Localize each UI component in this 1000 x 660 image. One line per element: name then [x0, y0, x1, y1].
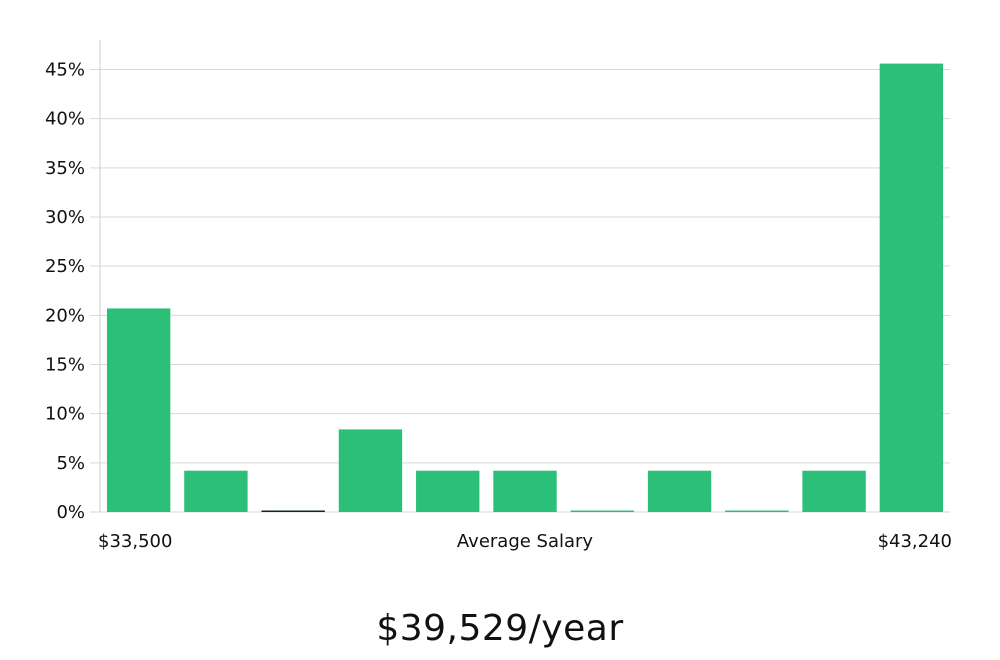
- bar: [647, 470, 712, 512]
- y-tick-label: 35%: [45, 158, 85, 179]
- bar: [106, 308, 171, 512]
- bar: [338, 429, 403, 512]
- bar: [184, 470, 248, 512]
- y-tick-label: 0%: [56, 502, 85, 523]
- salary-histogram-chart: 0% 5% 10% 15% 20% 25% 30% 35% 40% 45% $33,500 Ave…: [45, 40, 952, 552]
- bar: [493, 470, 557, 512]
- gridlines: [90, 69, 950, 513]
- bars: [106, 63, 944, 512]
- y-tick-label: 45%: [45, 60, 85, 81]
- y-tick-label: 40%: [45, 109, 85, 130]
- average-salary-headline: $39,529/year: [376, 608, 624, 649]
- x-end-label: $43,240: [878, 531, 952, 552]
- y-tick-label: 20%: [45, 305, 85, 326]
- x-start-label: $33,500: [98, 531, 172, 552]
- bar: [570, 510, 634, 512]
- y-tick-label: 10%: [45, 404, 85, 425]
- y-tick-label: 25%: [45, 256, 85, 277]
- y-tick-label: 30%: [45, 207, 85, 228]
- y-tick-label: 15%: [45, 355, 85, 376]
- bar: [416, 470, 480, 512]
- x-axis-title: Average Salary: [457, 531, 594, 552]
- bar: [725, 510, 789, 512]
- bar: [802, 470, 866, 512]
- bar: [261, 510, 325, 512]
- y-tick-labels: 0% 5% 10% 15% 20% 25% 30% 35% 40% 45%: [45, 60, 85, 524]
- y-tick-label: 5%: [56, 453, 85, 474]
- bar: [879, 63, 944, 512]
